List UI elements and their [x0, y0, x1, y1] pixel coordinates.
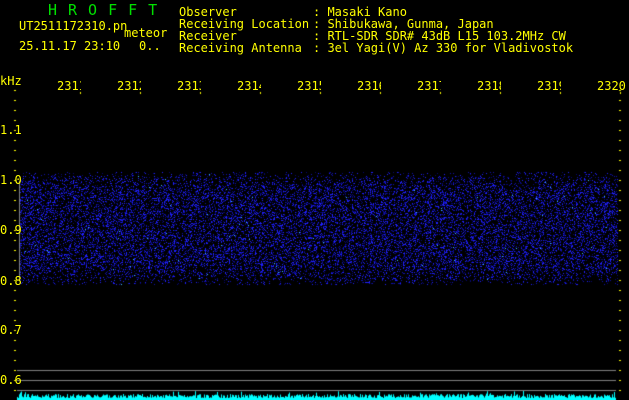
y-unit-label: kHz [0, 74, 22, 88]
receiver-text: RTL-SDR SDR# 43dB L15 103.2MHz CW [327, 29, 566, 43]
x-tick-label: 2319 [537, 80, 561, 92]
location-value: : Shibukawa, Gunma, Japan [313, 17, 494, 31]
count: 0.. [139, 39, 161, 53]
x-tick-label: 2315 [297, 80, 321, 92]
receiver-value: : RTL-SDR SDR# 43dB L15 103.2MHz CW [313, 29, 566, 43]
x-tick-label: 2311 [57, 80, 81, 92]
y-tick-label: 0.9 [0, 223, 22, 237]
x-tick-label: 2313 [177, 80, 201, 92]
y-tick-label: 0.6 [0, 373, 22, 387]
y-tick-label: 0.8 [0, 274, 22, 288]
y-tick-label: 0.7 [0, 323, 22, 337]
antenna-value: : 3el Yagi(V) Az 330 for Vladivostok [313, 41, 574, 55]
antenna-text: 3el Yagi(V) Az 330 for Vladivostok [327, 41, 574, 55]
mode-label: meteor [124, 26, 168, 40]
y-tick-label: 1.1 [0, 123, 22, 137]
location-text: Shibukawa, Gunma, Japan [327, 17, 494, 31]
antenna-label: Receiving Antenna [179, 41, 302, 55]
y-tick-label: 1.0 [0, 173, 22, 187]
x-tick-label: 2314 [237, 80, 261, 92]
filename: UT2511172310.pn [19, 19, 128, 33]
datetime: 25.11.17 23:10 [19, 39, 121, 53]
observer-text: Masaki Kano [327, 5, 407, 19]
location-label: Receiving Location [179, 17, 310, 31]
app-title: HROFFT [48, 1, 169, 19]
x-tick-label: 2316 [357, 80, 381, 92]
x-tick-label: 2318 [477, 80, 501, 92]
receiver-label: Receiver [179, 29, 237, 43]
observer-value: : Masaki Kano [313, 5, 407, 19]
x-tick-label: 2320 [597, 80, 626, 92]
x-tick-label: 2317 [417, 80, 441, 92]
observer-label: Observer [179, 5, 237, 19]
